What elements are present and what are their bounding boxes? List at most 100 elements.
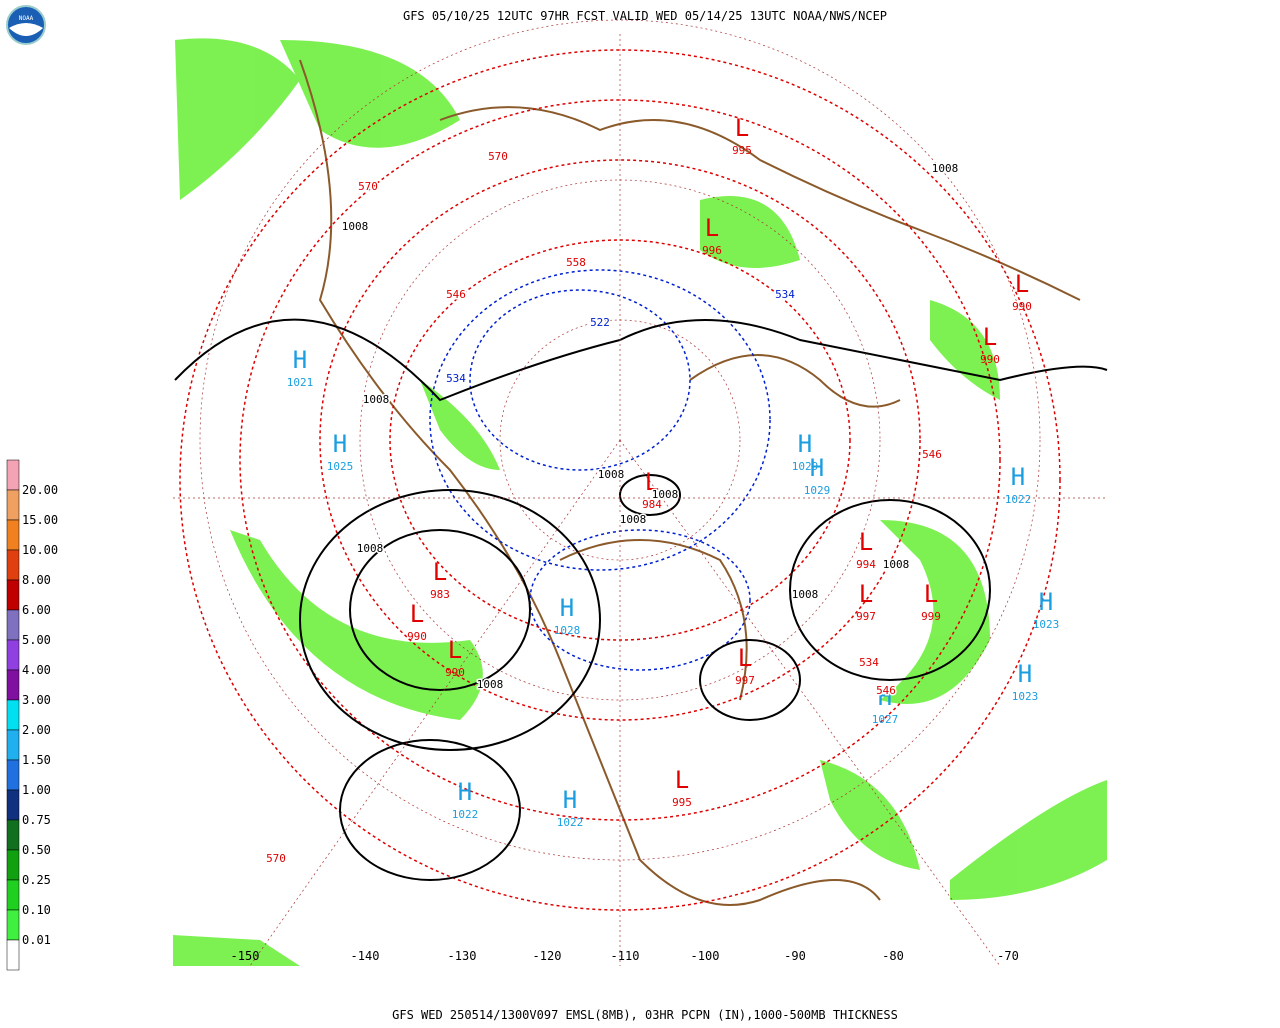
thickness-line bbox=[429, 269, 771, 571]
precip bbox=[175, 38, 300, 201]
pressure-center-letter: L bbox=[433, 558, 447, 586]
footer-caption: GFS WED 250514/1300V097 EMSL(8MB), 03HR … bbox=[392, 1008, 898, 1022]
latitude-line bbox=[359, 179, 881, 701]
pressure-center-value: 995 bbox=[672, 796, 692, 809]
thickness-label: 558 bbox=[566, 256, 586, 269]
legend-swatch bbox=[6, 789, 20, 821]
legend-swatch bbox=[6, 639, 20, 671]
legend-label: 0.25 bbox=[22, 873, 51, 887]
legend-swatch bbox=[6, 729, 20, 761]
thickness-line bbox=[319, 159, 921, 721]
longitude-label: -80 bbox=[882, 949, 904, 963]
isobars bbox=[174, 318, 1108, 881]
isobar bbox=[299, 489, 601, 751]
isobar-label: 1008 bbox=[342, 220, 369, 233]
pressure-center-letter: H bbox=[1011, 463, 1025, 491]
legend-swatch bbox=[6, 909, 20, 941]
legend-swatch bbox=[6, 489, 20, 521]
legend-swatch bbox=[6, 519, 20, 551]
legend-label: 0.10 bbox=[22, 903, 51, 917]
pressure-center-value: 990 bbox=[980, 353, 1000, 366]
legend-swatch bbox=[6, 579, 20, 611]
pressure-center-value: 990 bbox=[407, 630, 427, 643]
legend-swatch bbox=[6, 879, 20, 911]
pressure-center-value: 997 bbox=[856, 610, 876, 623]
longitude-label: -70 bbox=[997, 949, 1019, 963]
coastlines bbox=[299, 59, 1081, 906]
thickness-line bbox=[529, 529, 751, 671]
precip bbox=[420, 380, 500, 470]
legend-label: 1.50 bbox=[22, 753, 51, 767]
isobar bbox=[174, 318, 1108, 402]
longitude-label: -90 bbox=[784, 949, 806, 963]
isobar bbox=[789, 499, 991, 681]
thickness-label: 534 bbox=[859, 656, 879, 669]
isobar bbox=[699, 639, 801, 721]
pressure-center-value: 997 bbox=[735, 674, 755, 687]
pressure-center-letter: L bbox=[705, 214, 719, 242]
thickness-label: 570 bbox=[488, 150, 508, 163]
longitude-label: -150 bbox=[231, 949, 260, 963]
pressure-center-letter: H bbox=[560, 594, 574, 622]
pressure-center-value: 1021 bbox=[287, 376, 314, 389]
logo: NOAA bbox=[6, 5, 46, 45]
pressure-center-letter: L bbox=[983, 323, 997, 351]
legend-label: 8.00 bbox=[22, 573, 51, 587]
logo-text: NOAA bbox=[19, 15, 34, 22]
pressure-center-letter: L bbox=[675, 766, 689, 794]
legend-label: 10.00 bbox=[22, 543, 58, 557]
precip bbox=[230, 530, 483, 720]
longitude-label: -120 bbox=[533, 949, 562, 963]
legend-swatch bbox=[6, 759, 20, 791]
pressure-center-letter: H bbox=[293, 346, 307, 374]
pressure-center-letter: L bbox=[448, 636, 462, 664]
thickness-line bbox=[239, 99, 1001, 821]
legend-swatch bbox=[6, 939, 20, 971]
precip-areas bbox=[173, 38, 1107, 966]
pressure-center-value: 990 bbox=[445, 666, 465, 679]
pressure-center-value: 1025 bbox=[327, 460, 354, 473]
precip bbox=[280, 40, 460, 148]
coastline bbox=[689, 354, 901, 408]
precip bbox=[820, 760, 920, 870]
map: -150 -140 -130 -120 -110 -100 -90 -80 -70H1021H1… bbox=[173, 19, 1108, 967]
pressure-center-value: 999 bbox=[921, 610, 941, 623]
isobar-label: 1008 bbox=[883, 558, 910, 571]
precip bbox=[880, 520, 990, 704]
precip bbox=[930, 300, 1000, 400]
longitude-label: -110 bbox=[611, 949, 640, 963]
thickness-label: 546 bbox=[922, 448, 942, 461]
pressure-center-letter: L bbox=[1015, 270, 1029, 298]
header-title: GFS 05/10/25 12UTC 97HR FCST VALID WED 0… bbox=[403, 9, 887, 23]
isobar bbox=[349, 529, 531, 691]
thickness-label: 522 bbox=[590, 316, 610, 329]
pressure-center-letter: L bbox=[859, 528, 873, 556]
pressure-center-letter: H bbox=[333, 430, 347, 458]
pressure-center-value: 1028 bbox=[554, 624, 581, 637]
pressure-center-letter: H bbox=[1018, 660, 1032, 688]
isobar-label: 1008 bbox=[357, 542, 384, 555]
thickness-label: 546 bbox=[876, 684, 896, 697]
pressure-center-value: 995 bbox=[732, 144, 752, 157]
precip bbox=[950, 780, 1107, 900]
cold-thickness bbox=[429, 269, 771, 671]
pressure-center-letter: L bbox=[924, 580, 938, 608]
pressure-center-value: 1023 bbox=[1033, 618, 1060, 631]
pressure-center-value: 1022 bbox=[1005, 493, 1032, 506]
pressure-center-value: 1029 bbox=[792, 460, 819, 473]
longitude-label: -100 bbox=[691, 949, 720, 963]
isobar-label: 1008 bbox=[792, 588, 819, 601]
longitude-label: -130 bbox=[448, 949, 477, 963]
pressure-center-letter: L bbox=[735, 114, 749, 142]
legend-label: 2.00 bbox=[22, 723, 51, 737]
coastline bbox=[439, 106, 1081, 301]
legend-swatch bbox=[6, 849, 20, 881]
legend-label: 0.01 bbox=[22, 933, 51, 947]
graticule bbox=[173, 19, 1107, 967]
meridian bbox=[249, 439, 621, 967]
thickness-label: 534 bbox=[446, 372, 466, 385]
legend-swatch bbox=[6, 549, 20, 581]
legend-swatch bbox=[6, 699, 20, 731]
pressure-center-letter: H bbox=[563, 786, 577, 814]
